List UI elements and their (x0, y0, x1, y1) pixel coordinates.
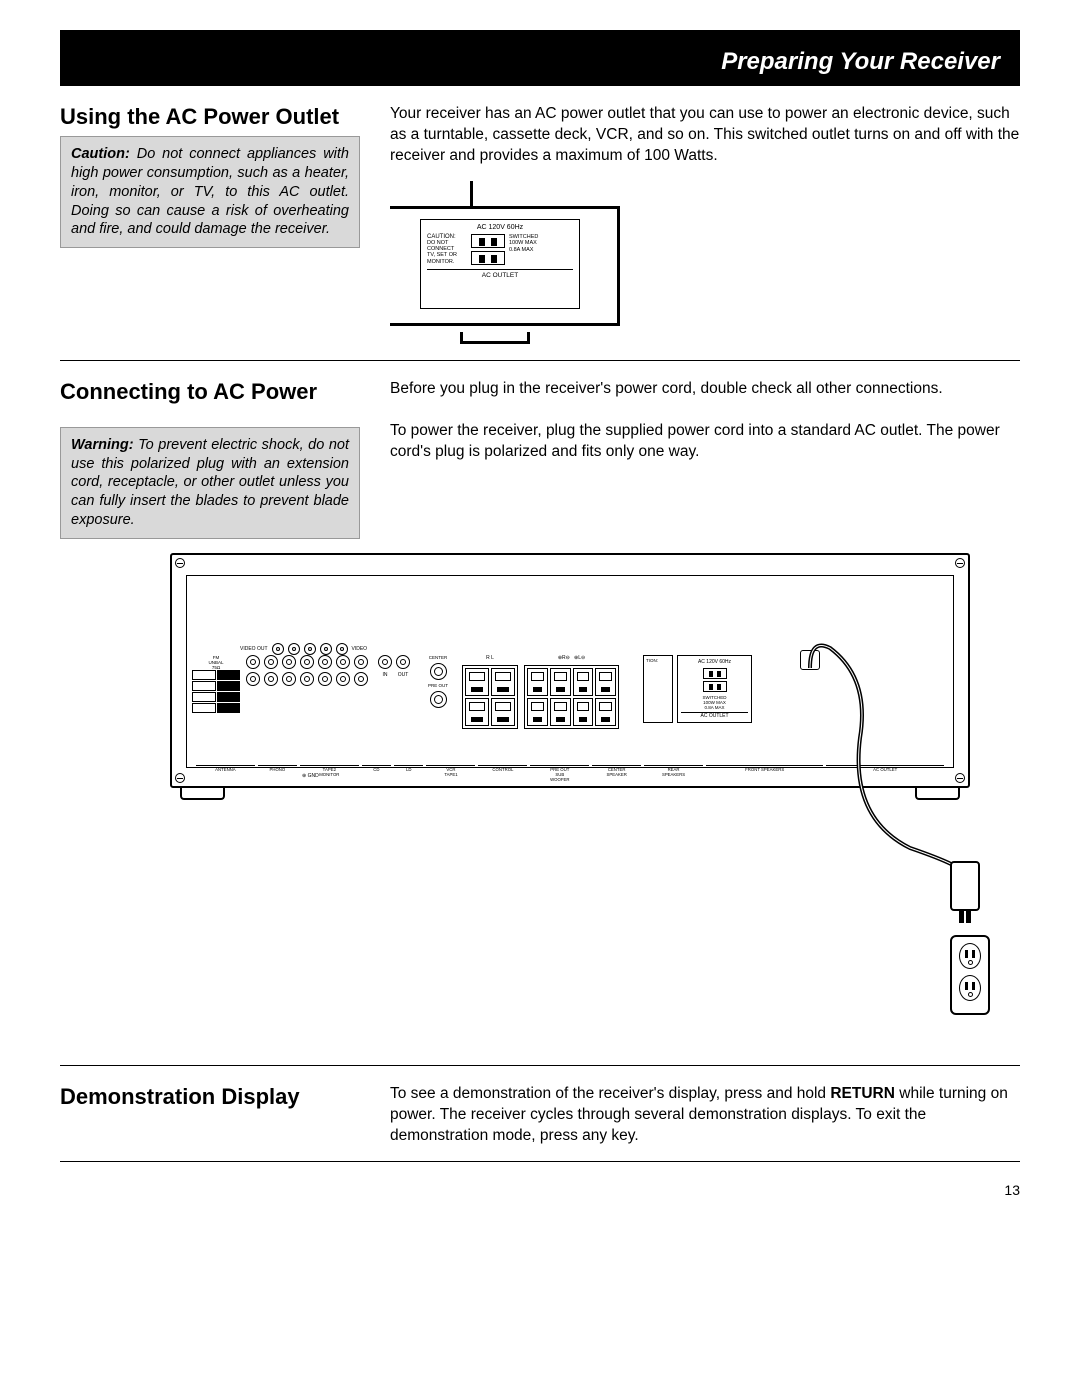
caution-block: TION: (643, 655, 673, 723)
rca-jacks: IN OUT (246, 655, 410, 686)
heading-connecting: Connecting to AC Power (60, 379, 360, 405)
section1-body: Your receiver has an AC power outlet tha… (390, 104, 1020, 167)
left-column: Connecting to AC Power (60, 379, 360, 411)
divider (60, 1065, 1020, 1066)
rear-panel-diagram: FMUNBAL75Ω I (170, 553, 970, 1043)
right-column: To see a demonstration of the receiver's… (390, 1084, 1020, 1147)
ac-outlet-diagram: AC 120V 60Hz CAUTION: DO NOT CONNECT TV,… (390, 181, 1020, 346)
page-header: Preparing Your Receiver (60, 30, 1020, 86)
diagram-caution-sub: DO NOT CONNECT TV, SET OR MONITOR. (427, 240, 467, 264)
right-column: Your receiver has an AC power outlet tha… (390, 104, 1020, 346)
page-number: 13 (60, 1182, 1020, 1198)
chassis-foot-icon (180, 788, 225, 800)
heading-demo: Demonstration Display (60, 1084, 360, 1110)
warning-label: Warning: (71, 437, 134, 453)
wall-outlet-icon (950, 935, 990, 1015)
section2-body1: Before you plug in the receiver's power … (390, 379, 1020, 400)
left-column: Using the AC Power Outlet Caution: Do no… (60, 104, 360, 346)
left-column: Demonstration Display (60, 1084, 360, 1147)
outlet-slot-icon (471, 251, 505, 265)
right-column: To power the receiver, plug the supplied… (390, 421, 1020, 539)
page: Preparing Your Receiver Using the AC Pow… (0, 0, 1080, 1238)
section2-body2: To power the receiver, plug the supplied… (390, 421, 1020, 463)
section-connecting: Connecting to AC Power Before you plug i… (60, 379, 1020, 411)
divider (60, 1161, 1020, 1162)
caution-callout: Caution: Do not connect appliances with … (60, 136, 360, 248)
strain-relief-icon (800, 650, 820, 670)
diagram-voltage: AC 120V 60Hz (427, 224, 573, 231)
video-jacks: VIDEO OUT VIDEO (240, 643, 367, 655)
section-connecting-2: Warning: To prevent electric shock, do n… (60, 421, 1020, 539)
return-key-label: RETURN (830, 1085, 895, 1102)
section-demo: Demonstration Display To see a demonstra… (60, 1084, 1020, 1147)
preout-jacks: CENTER PRE OUT (428, 655, 448, 708)
diagram-footer: AC OUTLET (427, 269, 573, 279)
warning-callout: Warning: To prevent electric shock, do n… (60, 427, 360, 539)
rear-ac-outlet: AC 120V 60Hz SWITCHED 100W MAX 0.8A MAX … (677, 655, 752, 723)
right-column: Before you plug in the receiver's power … (390, 379, 1020, 411)
front-speaker-terminals: ⊕R⊖ ⊕L⊖ (524, 655, 619, 729)
diagram-caution: CAUTION: (427, 234, 467, 241)
left-column: Warning: To prevent electric shock, do n… (60, 421, 360, 539)
header-title: Preparing Your Receiver (721, 48, 1000, 75)
section-ac-outlet: Using the AC Power Outlet Caution: Do no… (60, 104, 1020, 346)
divider (60, 360, 1020, 361)
power-plug-icon (950, 861, 980, 911)
chassis-foot-icon (915, 788, 960, 800)
outlet-slot-icon (471, 234, 505, 248)
section3-body: To see a demonstration of the receiver's… (390, 1084, 1020, 1147)
heading-ac-outlet: Using the AC Power Outlet (60, 104, 360, 130)
caution-label: Caution: (71, 146, 130, 162)
rear-speaker-terminals: R L (462, 655, 518, 729)
diagram-switched: SWITCHED 100W MAX 0.8A MAX (509, 234, 538, 254)
antenna-terminals: FMUNBAL75Ω (192, 655, 240, 713)
